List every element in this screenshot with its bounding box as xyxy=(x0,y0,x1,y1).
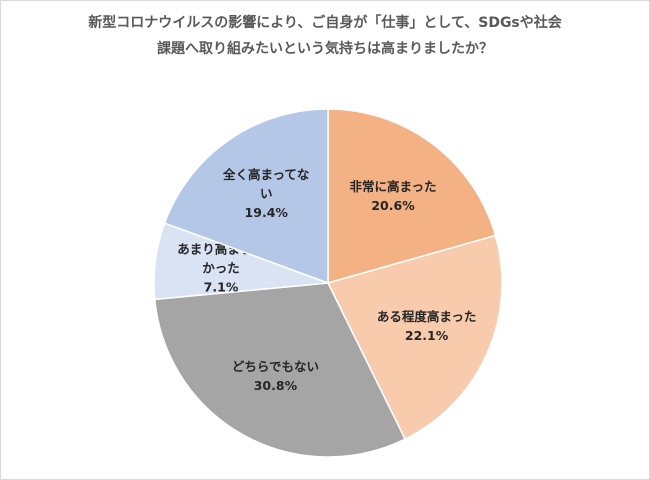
pie-slice-neutral xyxy=(153,282,407,458)
chart-title-line-2: 課題へ取り組みたいという気持ちは高まりましたか？ xyxy=(157,41,493,57)
slice-value-label: 30.8% xyxy=(254,378,298,393)
slice-label-very: 非常に高まった 20.6% xyxy=(350,179,437,213)
chart-title: 新型コロナウイルスの影響により、ご自身が「仕事」として、SDGsや社会 課題へ取… xyxy=(0,10,650,62)
slice-label-somewhat: ある程度高まった 22.1% xyxy=(377,309,477,343)
slice-value-label: 22.1% xyxy=(405,328,449,343)
slice-value-label: 19.4% xyxy=(245,205,289,220)
slice-value-label: 20.6% xyxy=(371,198,415,213)
pie-slice-somewhat xyxy=(326,234,503,441)
pie-slice-not-at-all xyxy=(163,108,329,285)
slice-category-label: かった xyxy=(202,261,240,276)
slice-category-label: 全く高まってな xyxy=(222,167,309,182)
slice-label-neutral: どちらでもない 30.8% xyxy=(232,359,319,393)
slice-category-label: い xyxy=(260,186,273,201)
slice-category-label: ある程度高まった xyxy=(377,309,477,324)
slice-value-label: 7.1% xyxy=(204,280,239,295)
slice-category-label: どちらでもない xyxy=(232,359,319,374)
pie-slice-very xyxy=(327,108,497,284)
slice-category-label: 非常に高まった xyxy=(350,179,437,194)
chart-title-line-1: 新型コロナウイルスの影響により、ご自身が「仕事」として、SDGsや社会 xyxy=(88,15,562,31)
